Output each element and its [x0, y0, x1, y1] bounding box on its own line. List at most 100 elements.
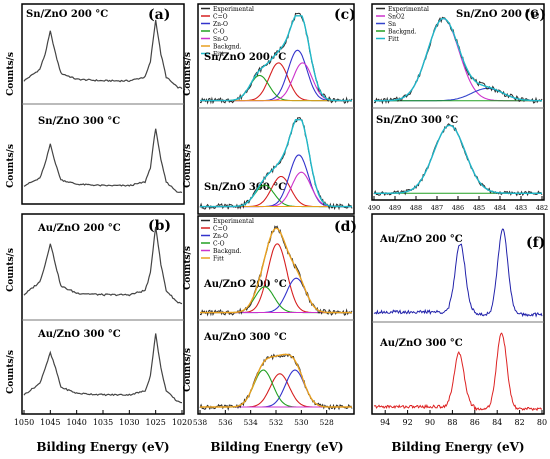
series-line-b-2 — [23, 333, 183, 404]
xtick-label-f-4: 86 — [470, 418, 480, 427]
panel-c-sublabel-2: Sn/ZnO 300 °C — [204, 182, 286, 193]
legend-label-2: Zn-O — [213, 21, 228, 28]
legend-label-4: Fitt — [388, 36, 399, 43]
panel-f-xlabel: Bilding Energy (eV) — [391, 440, 524, 454]
legend-label-0: Experimental — [388, 6, 429, 13]
panel-d-curves — [199, 225, 353, 412]
panel-b-ylabel-2: Counts/s — [6, 350, 16, 394]
panel-f-sublabel-2: Au/ZnO 300 °C — [379, 338, 463, 349]
fit-line-1 — [374, 124, 542, 194]
panel-c-letter: (c) — [334, 7, 356, 23]
experimental-line-1 — [199, 353, 353, 412]
legend-label-0: Experimental — [213, 218, 254, 225]
xtick-label-f-5: 84 — [492, 418, 502, 427]
legend-label-6: Fitt — [213, 51, 224, 58]
legend-label-1: SnO2 — [388, 14, 405, 21]
xtick-label-b-6: 1020 — [172, 418, 192, 427]
panel-c-ylabel-2: Counts/s — [183, 144, 193, 188]
xtick-label-d-2: 534 — [244, 418, 259, 427]
xtick-label-e-4: 486 — [452, 204, 464, 212]
panel-c-sublabel-1: Sn/ZnO 200 °C — [204, 52, 286, 63]
panel-a-sublabel-2: Sn/ZnO 300 °C — [38, 116, 120, 127]
panel-b-xlabel: Bilding Energy (eV) — [36, 440, 169, 454]
panel-a-ylabel-2: Counts/s — [6, 144, 16, 188]
xtick-label-b-1: 1045 — [40, 418, 60, 427]
legend-label-3: Backgnd. — [388, 29, 417, 36]
legend-label-1: C=O — [213, 14, 228, 21]
panel-e-letter: (e) — [524, 7, 546, 23]
legend-label-0: Experimental — [213, 6, 254, 13]
xtick-label-e-8: 482 — [536, 204, 548, 212]
legend-label-4: Sn-O — [213, 36, 228, 43]
panel-d-sublabel-1: Au/ZnO 200 °C — [203, 279, 287, 290]
panel-b: (b) Au/ZnO 200 °C Au/ZnO 300 °C Counts/s… — [6, 213, 192, 454]
xtick-label-f-3: 88 — [447, 418, 457, 427]
legend-label-3: C-O — [213, 241, 225, 248]
xtick-label-d-1: 536 — [218, 418, 233, 427]
panel-f-xticks: 94 92 90 88 86 84 82 80 — [380, 410, 547, 427]
panel-d-sublabel-2: Au/ZnO 300 °C — [203, 332, 287, 343]
xtick-label-e-6: 484 — [494, 204, 506, 212]
legend-label-5: Fitt — [213, 256, 224, 263]
fit-line-1 — [200, 119, 352, 208]
xtick-label-e-5: 485 — [473, 204, 485, 212]
panel-d-ylabel-2: Counts/s — [183, 348, 193, 392]
xtick-label-f-1: 92 — [403, 418, 413, 427]
fit-line-1 — [200, 353, 352, 408]
panel-b-sublabel-1: Au/ZnO 200 °C — [37, 223, 121, 234]
fit-line-0 — [200, 227, 352, 314]
panel-d-letter: (d) — [334, 219, 357, 235]
series-line-f-1 — [373, 332, 543, 412]
fit-line-0 — [374, 17, 542, 102]
legend-label-5: Backgnd. — [213, 44, 242, 51]
panel-a-letter: (a) — [148, 7, 170, 23]
xtick-label-f-6: 82 — [515, 418, 525, 427]
panel-c-frame — [197, 3, 355, 215]
xtick-label-e-7: 483 — [515, 204, 527, 212]
fit-line-0 — [200, 15, 352, 102]
panel-e-sublabel-2: Sn/ZnO 300 °C — [376, 115, 458, 126]
xtick-label-b-4: 1030 — [119, 418, 139, 427]
xtick-label-e-2: 488 — [410, 204, 422, 212]
series-line-a-1 — [23, 19, 183, 90]
panel-a-ylabel-1: Counts/s — [6, 52, 16, 96]
legend-label-2: Sn — [388, 21, 396, 28]
xtick-label-b-3: 1035 — [93, 418, 113, 427]
panel-e-sublabel-1: Sn/ZnO 200 °C — [456, 9, 538, 20]
panel-b-xticks: 1050 1045 1040 1035 1030 1025 1020 — [14, 410, 192, 427]
legend-label-4: Backgnd. — [213, 248, 242, 255]
series-line-b-1 — [23, 226, 183, 305]
xtick-label-e-0: 490 — [368, 204, 380, 212]
panel-d-xlabel: Bilding Energy (eV) — [210, 440, 343, 454]
panel-e-xticks: 490 489 488 487 486 485 484 483 482 — [368, 196, 548, 212]
legend-label-1: C=O — [213, 226, 228, 233]
legend-label-3: C-O — [213, 29, 225, 36]
panel-b-ylabel-1: Counts/s — [6, 248, 16, 292]
xtick-label-b-5: 1025 — [145, 418, 165, 427]
panel-f-curves — [373, 228, 543, 412]
xtick-label-f-0: 94 — [380, 418, 390, 427]
panel-b-letter: (b) — [148, 218, 171, 234]
panel-c-ylabel-1: Counts/s — [183, 52, 193, 96]
xtick-label-b-0: 1050 — [14, 418, 34, 427]
xtick-label-e-1: 489 — [389, 204, 401, 212]
xtick-label-d-3: 532 — [269, 418, 284, 427]
panel-a-sublabel-1: Sn/ZnO 200 °C — [26, 9, 108, 20]
panel-c-curves — [199, 12, 353, 211]
panel-f-frame — [371, 213, 545, 415]
panel-f-sublabel-1: Au/ZnO 200 °C — [379, 234, 463, 245]
panel-e-curves — [373, 16, 543, 197]
xtick-label-d-4: 530 — [294, 418, 309, 427]
xtick-label-f-7: 80 — [537, 418, 547, 427]
series-line-a-2 — [23, 128, 183, 194]
series-line-f-0 — [373, 228, 543, 318]
xtick-label-b-2: 1040 — [66, 418, 86, 427]
xtick-label-d-0: 538 — [193, 418, 208, 427]
panel-d-ylabel-1: Counts/s — [183, 246, 193, 290]
